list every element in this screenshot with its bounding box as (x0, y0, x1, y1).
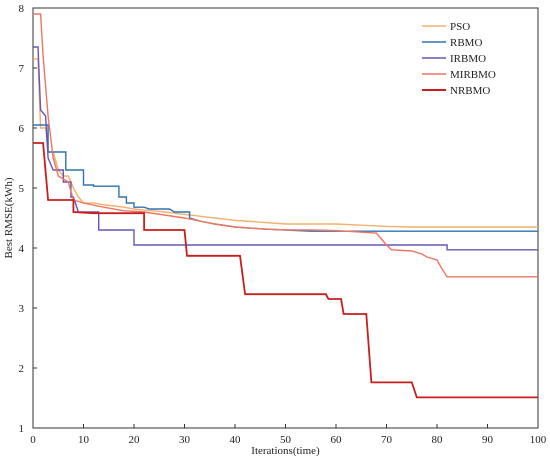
legend-label-nrbmo: NRBMO (450, 85, 490, 97)
x-tick-label: 80 (432, 434, 444, 446)
series-line-irbmo (33, 46, 538, 251)
legend-label-pso: PSO (450, 21, 470, 33)
series-line-pso (33, 58, 538, 228)
x-tick-label: 70 (381, 434, 393, 446)
x-tick-label: 90 (482, 434, 494, 446)
y-tick-label: 8 (19, 3, 25, 15)
x-axis-label: Iterations(time) (251, 445, 320, 457)
y-axis-ticks: 1 2 3 4 5 6 7 8 (19, 3, 37, 435)
legend: PSO RBMO IRBMO MIRBMO NRBMO (422, 21, 496, 97)
x-tick-label: 30 (179, 434, 191, 446)
series-line-rbmo (33, 124, 538, 232)
legend-label-irbmo: IRBMO (450, 53, 486, 65)
x-tick-label: 10 (78, 434, 90, 446)
y-axis-label: Best RMSE(kWh) (3, 177, 15, 258)
series-line-mirbmo (33, 13, 538, 278)
y-tick-label: 1 (19, 423, 25, 435)
series-layer (33, 13, 538, 399)
x-tick-label: 20 (129, 434, 141, 446)
x-tick-label: 40 (230, 434, 242, 446)
y-tick-label: 2 (19, 363, 25, 375)
y-tick-label: 6 (19, 123, 25, 135)
x-axis-ticks: 0 10 20 30 40 50 60 70 80 90 100 (30, 424, 547, 446)
x-tick-label: 0 (30, 434, 36, 446)
x-tick-label: 60 (331, 434, 343, 446)
y-tick-label: 3 (19, 303, 25, 315)
y-tick-label: 5 (19, 183, 25, 195)
y-tick-label: 4 (19, 243, 25, 255)
x-tick-label: 100 (530, 434, 547, 446)
y-tick-label: 7 (19, 63, 25, 75)
legend-label-rbmo: RBMO (450, 37, 482, 49)
legend-label-mirbmo: MIRBMO (450, 69, 496, 81)
series-line-nrbmo (33, 142, 538, 399)
x-tick-label: 50 (280, 434, 292, 446)
